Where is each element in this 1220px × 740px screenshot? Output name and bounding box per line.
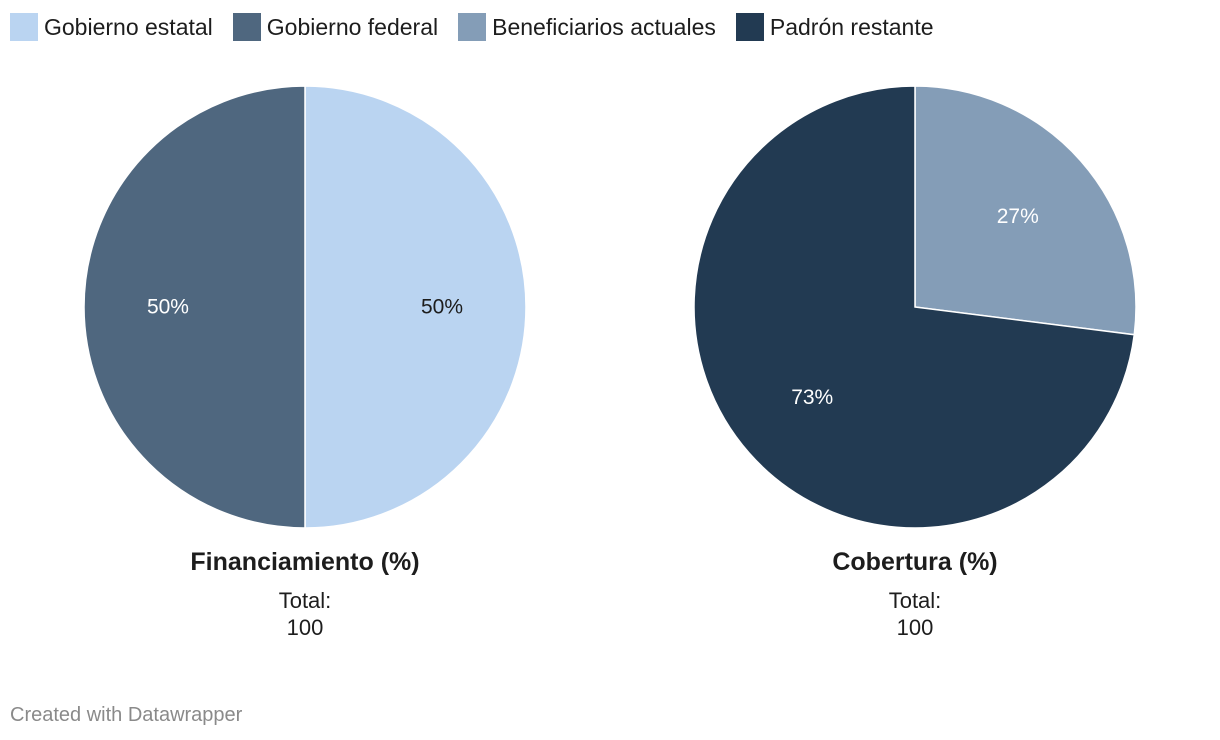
footer-credit: Created with Datawrapper [10,704,243,726]
pie-total-value: 100 [896,615,934,640]
legend-item-beneficiarios-actuales: Beneficiarios actuales [458,13,716,41]
legend-swatch [232,13,261,41]
pie-slice-padron-restante [693,85,1136,529]
slice-label-gobierno-federal: 50% [147,296,189,319]
pie-svg-cobertura: 27% 73% [693,85,1137,529]
slice-label-padron-restante: 73% [791,386,833,409]
pie-slice-gobierno-estatal [304,85,527,529]
legend-swatch [10,13,38,41]
pie-chart-financiamiento: 50% 50% Financiamiento (%) Total: 100 [80,82,530,641]
legend-label: Beneficiarios actuales [492,13,716,40]
pie-total-value: 100 [286,615,324,640]
slice-label-gobierno-estatal: 50% [421,296,463,319]
legend-label: Gobierno estatal [44,13,213,40]
pie-slice-gobierno-federal [83,85,306,529]
pie-svg-financiamiento: 50% 50% [83,85,527,529]
legend-item-padron-restante: Padrón restante [735,13,934,41]
legend-label: Padrón restante [769,13,934,40]
pie-title: Financiamiento (%) [190,548,420,576]
pie-slice-beneficiarios-actuales [914,85,1137,336]
legend-label: Gobierno federal [266,13,439,40]
pie-total-label: Total: [888,588,942,613]
legend-item-gobierno-estatal: Gobierno estatal [10,13,213,41]
legend-swatch [735,13,764,41]
pie-total-label: Total: [278,588,332,613]
pie-chart-cobertura: 27% 73% Cobertura (%) Total: 100 [690,82,1140,641]
slice-label-beneficiarios-actuales: 27% [997,205,1039,228]
legend-item-gobierno-federal: Gobierno federal [232,13,439,41]
legend: Gobierno estatal Gobierno federal Benefi… [10,13,934,41]
pie-title: Cobertura (%) [832,548,998,576]
legend-swatch [458,13,487,41]
